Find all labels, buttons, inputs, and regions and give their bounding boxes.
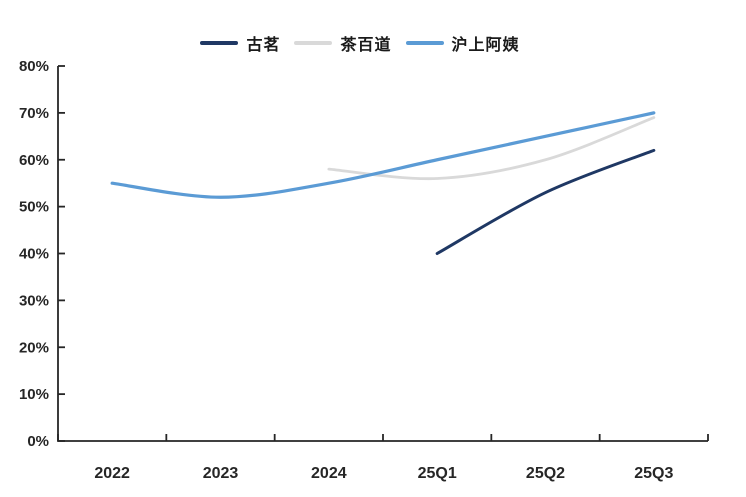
x-axis-label: 2024 [311,465,347,482]
legend-label-hushangayi: 沪上阿姨 [451,37,520,54]
series-line-沪上阿姨 [110,111,656,199]
y-tick-label: 20% [19,339,49,356]
y-tick-label: 0% [27,433,49,450]
x-axis-label: 2023 [203,465,239,482]
y-tick-label: 80% [19,58,49,75]
legend-item-guming: 古茗 [200,31,280,55]
x-axis-label: 25Q3 [634,465,673,482]
legend-line-swatch-chabaidao [294,41,333,45]
chart-legend: 古茗 茶百道 沪上阿姨 [0,31,720,55]
legend-item-chabaidao: 茶百道 [294,31,391,55]
y-tick-label: 30% [19,292,49,309]
series-line-古茗 [435,148,656,255]
x-axis-label: 25Q2 [526,465,565,482]
y-tick-label: 40% [19,246,49,263]
y-tick-label: 10% [19,386,49,403]
legend-line-swatch-hushangayi [405,41,444,45]
legend-item-hushangayi: 沪上阿姨 [405,31,520,55]
y-tick-label: 50% [19,199,49,216]
legend-label-chabaidao: 茶百道 [340,37,392,54]
legend-line-swatch-guming [200,41,239,45]
y-tick-label: 70% [19,105,49,122]
y-tick-label: 60% [19,152,49,169]
legend-label-guming: 古茗 [246,37,281,54]
x-axis-label: 25Q1 [418,465,457,482]
x-axis-label: 2022 [94,465,130,482]
